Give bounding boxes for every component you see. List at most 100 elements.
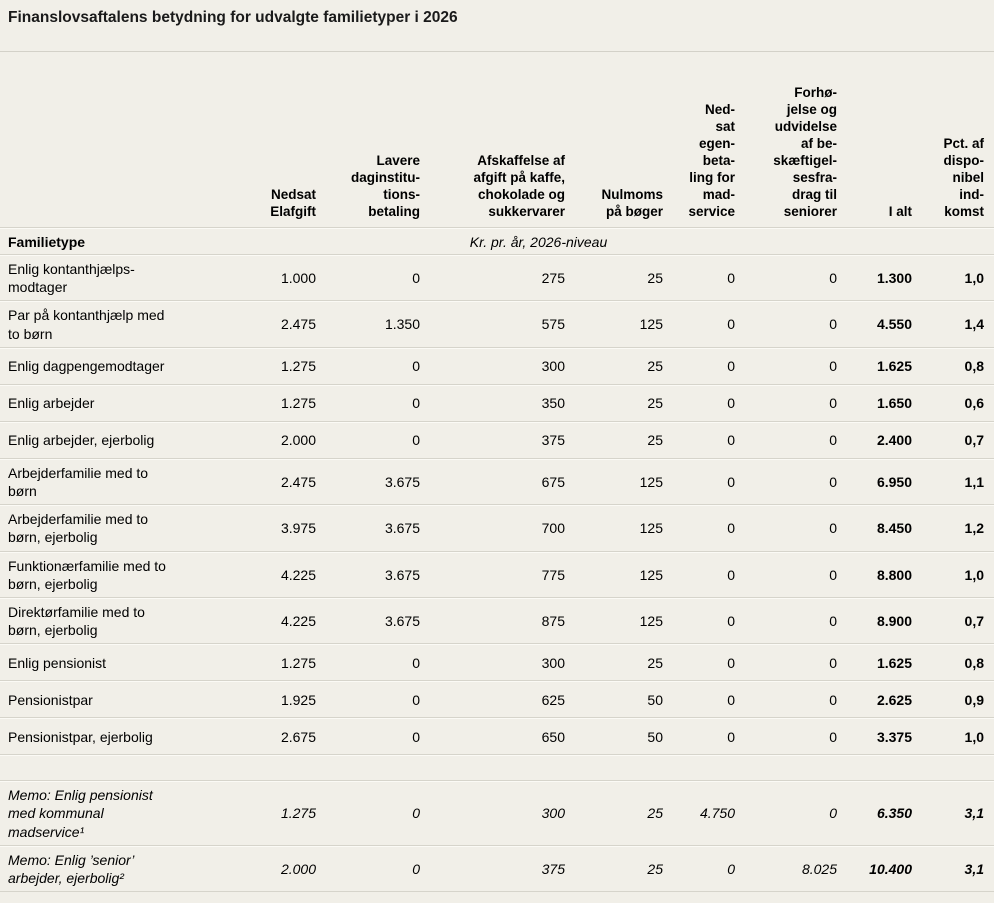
- value-cell-nulmoms-boeger: 125: [575, 551, 673, 598]
- total-cell: 2.400: [847, 421, 922, 459]
- pct-cell: 1,0: [922, 718, 994, 756]
- page-title: Finanslovsaftalens betydning for udvalgt…: [8, 9, 458, 26]
- value-cell-beskaeftigelsesfradrag-seniorer: 0: [745, 421, 847, 459]
- total-cell: 8.450: [847, 505, 922, 552]
- family-type-label: Pensionistpar: [0, 681, 230, 719]
- value-cell-nulmoms-boeger: 125: [575, 458, 673, 506]
- total-cell: 1.300: [847, 255, 922, 302]
- table-header: Nedsat Elafgift Lavere daginstitu- tions…: [0, 52, 994, 255]
- table-row: Memo: Enlig pensionist med kommunal mads…: [0, 781, 994, 846]
- value-cell-beskaeftigelsesfradrag-seniorer: 0: [745, 505, 847, 552]
- value-cell-egenbetaling-madservice: 0: [673, 384, 745, 422]
- spacer-row: [0, 755, 994, 782]
- family-type-label: Par på kontanthjælp med to børn: [0, 301, 230, 348]
- column-header-beskaeftigelsesfradrag-seniorer: Forhø- jelse og udvidelse af be- skæftig…: [745, 52, 847, 228]
- value-cell-daginstitutionsbetaling: 3.675: [326, 505, 430, 552]
- empty-cell: [230, 755, 326, 782]
- pct-cell: 0,7: [922, 597, 994, 645]
- value-cell-daginstitutionsbetaling: 0: [326, 781, 430, 846]
- family-type-label: Enlig kontanthjælps- modtager: [0, 255, 230, 302]
- value-cell-egenbetaling-madservice: 0: [673, 718, 745, 756]
- family-type-label: Memo: Enlig ’senior’ arbejder, ejerbolig…: [0, 845, 230, 893]
- value-cell-nedsat-elafgift: 4.225: [230, 551, 326, 598]
- pct-cell: 0,8: [922, 644, 994, 682]
- value-cell-daginstitutionsbetaling: 0: [326, 384, 430, 422]
- pct-cell: 0,8: [922, 347, 994, 385]
- family-type-label: Enlig arbejder, ejerbolig: [0, 421, 230, 459]
- value-cell-nulmoms-boeger: 125: [575, 505, 673, 552]
- column-header-i-alt: I alt: [847, 52, 922, 228]
- value-cell-nedsat-elafgift: 2.475: [230, 458, 326, 506]
- pct-cell: 3,1: [922, 781, 994, 846]
- value-cell-afgift-kaffe-chokolade: 300: [430, 781, 575, 846]
- value-cell-nedsat-elafgift: 3.975: [230, 505, 326, 552]
- pct-cell: 1,0: [922, 255, 994, 302]
- pct-cell: 1,2: [922, 505, 994, 552]
- pct-cell: 1,0: [922, 551, 994, 598]
- total-cell: 2.625: [847, 681, 922, 719]
- row-header-familietype: Familietype: [0, 228, 230, 255]
- total-cell: 6.950: [847, 458, 922, 506]
- pct-cell: 1,4: [922, 301, 994, 348]
- column-header-afgift-kaffe-chokolade: Afskaffelse af afgift på kaffe, chokolad…: [430, 52, 575, 228]
- value-cell-daginstitutionsbetaling: 0: [326, 421, 430, 459]
- value-cell-beskaeftigelsesfradrag-seniorer: 0: [745, 681, 847, 719]
- total-cell: 3.375: [847, 718, 922, 756]
- value-cell-egenbetaling-madservice: 0: [673, 681, 745, 719]
- value-cell-beskaeftigelsesfradrag-seniorer: 0: [745, 384, 847, 422]
- value-cell-nulmoms-boeger: 25: [575, 845, 673, 893]
- value-cell-nedsat-elafgift: 1.275: [230, 384, 326, 422]
- family-type-label: Pensionistpar, ejerbolig: [0, 718, 230, 756]
- pct-cell: 0,9: [922, 681, 994, 719]
- value-cell-daginstitutionsbetaling: 0: [326, 347, 430, 385]
- pct-cell: 3,1: [922, 845, 994, 893]
- pct-cell: 1,1: [922, 458, 994, 506]
- value-cell-daginstitutionsbetaling: 0: [326, 681, 430, 719]
- value-cell-nedsat-elafgift: 1.275: [230, 644, 326, 682]
- value-cell-daginstitutionsbetaling: 0: [326, 845, 430, 893]
- total-cell: 1.650: [847, 384, 922, 422]
- empty-cell: [847, 228, 922, 255]
- total-cell: 8.900: [847, 597, 922, 645]
- value-cell-nulmoms-boeger: 25: [575, 421, 673, 459]
- value-cell-nedsat-elafgift: 1.925: [230, 681, 326, 719]
- value-cell-daginstitutionsbetaling: 3.675: [326, 597, 430, 645]
- value-cell-egenbetaling-madservice: 0: [673, 301, 745, 348]
- value-cell-nulmoms-boeger: 25: [575, 781, 673, 846]
- table-row: Funktionærfamilie med to børn, ejerbolig…: [0, 551, 994, 598]
- table-body: Enlig kontanthjælps- modtager 1.000 0 27…: [0, 255, 994, 893]
- value-cell-daginstitutionsbetaling: 0: [326, 255, 430, 302]
- value-cell-beskaeftigelsesfradrag-seniorer: 0: [745, 551, 847, 598]
- empty-cell: [847, 755, 922, 782]
- value-cell-egenbetaling-madservice: 0: [673, 597, 745, 645]
- value-cell-afgift-kaffe-chokolade: 625: [430, 681, 575, 719]
- table-row: Pensionistpar, ejerbolig 2.675 0 650 50 …: [0, 718, 994, 756]
- value-cell-egenbetaling-madservice: 0: [673, 458, 745, 506]
- table-row: Memo: Enlig ’senior’ arbejder, ejerbolig…: [0, 845, 994, 893]
- value-cell-nedsat-elafgift: 2.000: [230, 421, 326, 459]
- table-row: Pensionistpar 1.925 0 625 50 0 0 2.625 0…: [0, 681, 994, 719]
- column-header-egenbetaling-madservice: Ned- sat egen- beta- ling for mad- servi…: [673, 52, 745, 228]
- value-cell-afgift-kaffe-chokolade: 650: [430, 718, 575, 756]
- empty-cell: [745, 755, 847, 782]
- value-cell-egenbetaling-madservice: 0: [673, 505, 745, 552]
- value-cell-beskaeftigelsesfradrag-seniorer: 0: [745, 255, 847, 302]
- value-cell-beskaeftigelsesfradrag-seniorer: 0: [745, 781, 847, 846]
- value-cell-daginstitutionsbetaling: 3.675: [326, 551, 430, 598]
- family-type-label: Funktionærfamilie med to børn, ejerbolig: [0, 551, 230, 598]
- value-cell-nulmoms-boeger: 125: [575, 597, 673, 645]
- title-block: Finanslovsaftalens betydning for udvalgt…: [0, 0, 994, 52]
- value-cell-afgift-kaffe-chokolade: 375: [430, 845, 575, 893]
- column-header-nulmoms-boeger: Nulmoms på bøger: [575, 52, 673, 228]
- value-cell-beskaeftigelsesfradrag-seniorer: 0: [745, 644, 847, 682]
- value-cell-beskaeftigelsesfradrag-seniorer: 8.025: [745, 845, 847, 893]
- family-types-table: Nedsat Elafgift Lavere daginstitu- tions…: [0, 52, 994, 893]
- table-row: Direktørfamilie med to børn, ejerbolig 4…: [0, 597, 994, 645]
- value-cell-egenbetaling-madservice: 0: [673, 551, 745, 598]
- table-row: Par på kontanthjælp med to børn 2.475 1.…: [0, 301, 994, 348]
- empty-cell: [922, 755, 994, 782]
- value-cell-afgift-kaffe-chokolade: 300: [430, 644, 575, 682]
- value-cell-afgift-kaffe-chokolade: 675: [430, 458, 575, 506]
- subheader-row: Familietype Kr. pr. år, 2026-niveau: [0, 228, 994, 255]
- table-row: Enlig pensionist 1.275 0 300 25 0 0 1.62…: [0, 644, 994, 682]
